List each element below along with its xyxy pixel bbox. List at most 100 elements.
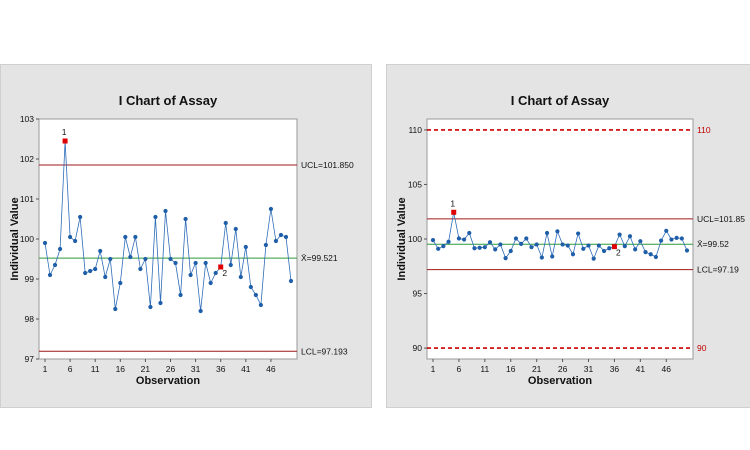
data-point <box>436 246 441 251</box>
data-point <box>183 216 188 222</box>
data-point <box>524 236 529 241</box>
data-point <box>544 230 550 236</box>
annotation-label: 1 <box>450 198 455 208</box>
y-tick-label: 100 <box>408 234 422 244</box>
data-point <box>596 243 601 248</box>
data-point <box>653 254 658 260</box>
data-point <box>103 274 108 280</box>
data-point <box>68 234 73 240</box>
data-point <box>283 234 289 240</box>
data-point <box>555 229 560 234</box>
data-point <box>565 243 570 248</box>
data-point <box>158 300 163 306</box>
annotation-label: 2 <box>222 268 227 278</box>
data-point <box>591 256 596 261</box>
data-point <box>607 246 612 251</box>
x-tick-label: 46 <box>266 364 276 374</box>
out-of-control-point <box>611 244 617 250</box>
data-point <box>73 238 78 244</box>
x-axis-label: Observation <box>528 375 592 387</box>
data-point <box>472 246 477 251</box>
y-tick-label: 90 <box>413 343 423 353</box>
data-point <box>118 280 123 286</box>
data-point <box>238 274 243 280</box>
out-of-control-point <box>218 264 224 270</box>
data-point <box>519 241 524 247</box>
data-point <box>203 260 208 266</box>
x-tick-label: 26 <box>166 364 176 374</box>
data-point <box>658 238 664 243</box>
x-tick-label: 46 <box>662 364 672 374</box>
x-tick-label: 41 <box>636 364 646 374</box>
x-tick-label: 16 <box>506 364 516 374</box>
x-tick-label: 6 <box>68 364 73 374</box>
ucl-label: UCL=101.85 <box>697 214 745 224</box>
data-point <box>288 278 294 284</box>
x-tick-label: 41 <box>241 364 251 374</box>
out-of-control-point <box>62 138 68 144</box>
data-point <box>143 256 148 262</box>
data-point <box>430 237 436 243</box>
data-point <box>233 226 238 232</box>
y-tick-label: 97 <box>25 354 35 364</box>
y-tick-label: 105 <box>408 179 422 189</box>
x-tick-label: 6 <box>457 364 462 374</box>
y-axis-label: Individual Value <box>396 197 408 280</box>
data-point <box>498 242 503 247</box>
spec-limit-label: 90 <box>697 343 707 353</box>
data-point <box>193 260 198 266</box>
data-point <box>98 248 103 254</box>
data-point <box>684 248 690 253</box>
data-point <box>679 236 684 241</box>
x-tick-label: 31 <box>584 364 594 374</box>
out-of-control-point <box>451 209 457 215</box>
data-point <box>643 249 648 255</box>
data-point <box>93 266 98 272</box>
spec-limit-label: 110 <box>697 125 711 135</box>
data-point <box>57 246 63 252</box>
data-point <box>223 220 228 226</box>
x-tick-label: 21 <box>141 364 151 374</box>
lcl-label: LCL=97.19 <box>697 265 739 275</box>
y-tick-label: 100 <box>20 234 34 244</box>
data-point <box>446 239 451 244</box>
y-tick-label: 95 <box>413 289 423 299</box>
data-point <box>128 254 133 260</box>
data-point <box>669 237 674 242</box>
x-tick-label: 36 <box>216 364 226 374</box>
chart-title: I Chart of Assay <box>511 93 610 108</box>
data-point <box>248 284 253 290</box>
data-point <box>168 256 173 262</box>
y-axis-label: Individual Value <box>9 197 21 280</box>
data-point <box>633 247 638 252</box>
data-point <box>508 248 513 254</box>
data-point <box>198 308 203 314</box>
data-point <box>534 242 539 247</box>
chart-title: I Chart of Assay <box>119 93 218 108</box>
annotation-label: 1 <box>62 127 67 137</box>
data-point <box>648 252 653 257</box>
data-point <box>456 236 462 241</box>
data-point <box>487 240 493 245</box>
data-point <box>163 208 168 214</box>
data-point <box>42 240 48 246</box>
annotation-label: 2 <box>616 248 621 258</box>
data-point <box>113 306 118 312</box>
data-point <box>638 239 643 244</box>
data-point <box>550 254 555 259</box>
x-tick-label: 1 <box>431 364 436 374</box>
data-point <box>570 252 576 257</box>
data-point <box>273 238 279 244</box>
data-point <box>178 292 183 298</box>
data-point <box>539 255 544 260</box>
center-label: X̄=99.52 <box>697 239 729 249</box>
data-point <box>586 243 591 248</box>
data-point <box>513 236 519 241</box>
x-tick-label: 1 <box>43 364 48 374</box>
data-point <box>617 232 622 237</box>
data-point <box>263 242 268 248</box>
y-tick-label: 98 <box>25 314 35 324</box>
data-point <box>228 262 233 268</box>
y-tick-label: 101 <box>20 194 34 204</box>
